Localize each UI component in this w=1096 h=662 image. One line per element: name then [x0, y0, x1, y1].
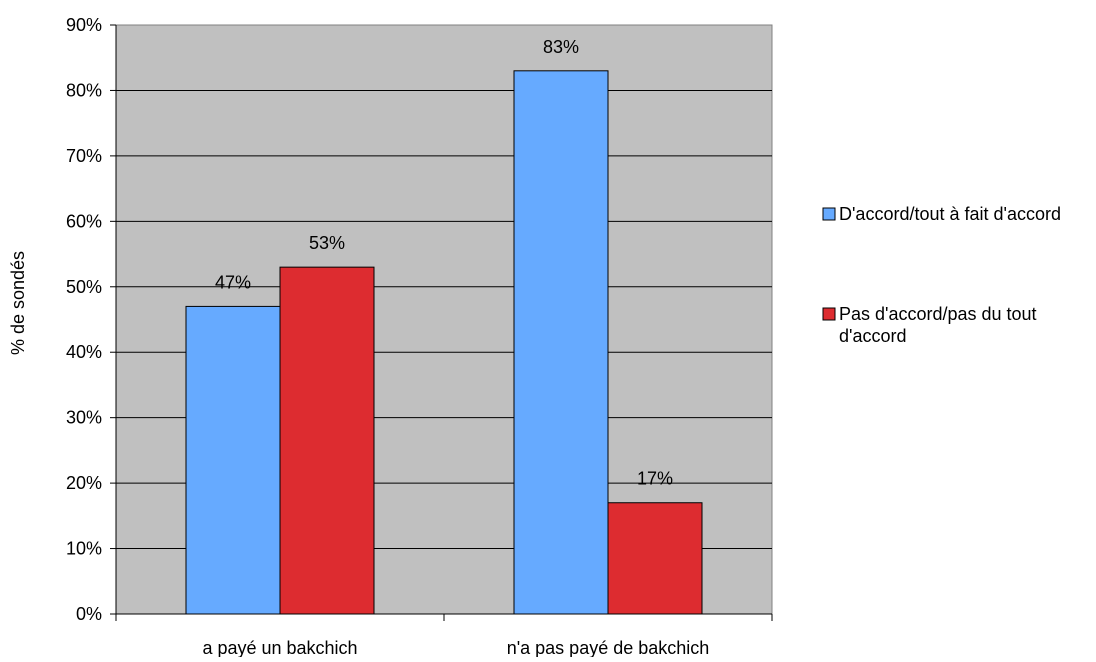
- y-axis-label: % de sondés: [8, 251, 28, 355]
- y-tick-label: 20%: [66, 473, 102, 493]
- legend-label: D'accord/tout à fait d'accord: [839, 204, 1061, 224]
- y-tick-label: 50%: [66, 277, 102, 297]
- bar: [607, 502, 703, 615]
- data-label: 17%: [637, 469, 673, 489]
- x-tick-label: n'a pas payé de bakchich: [507, 638, 710, 657]
- y-tick-label: 80%: [66, 80, 102, 100]
- y-tick-label: 90%: [66, 15, 102, 35]
- bar: [513, 70, 609, 615]
- legend-label: Pas d'accord/pas du tout d'accord: [839, 304, 1037, 346]
- data-labels: 47% 53% 83% 17%: [215, 37, 673, 489]
- legend-swatch: [822, 207, 836, 221]
- data-label: 53%: [309, 233, 345, 253]
- y-tick-label: 40%: [66, 342, 102, 362]
- y-tick-label: 30%: [66, 408, 102, 428]
- y-tick-label: 60%: [66, 211, 102, 231]
- bar: [185, 305, 281, 615]
- y-tick-label: 0%: [76, 604, 102, 624]
- legend-swatch: [822, 307, 836, 321]
- legend: D'accord/tout à fait d'accord Pas d'accor…: [822, 204, 1061, 346]
- data-label: 83%: [543, 37, 579, 57]
- data-label: 47%: [215, 272, 251, 292]
- y-tick-label: 70%: [66, 146, 102, 166]
- bars: [185, 70, 703, 615]
- y-tick-label: 10%: [66, 539, 102, 559]
- bar: [279, 266, 375, 615]
- x-tick-label: a payé un bakchich: [202, 638, 357, 657]
